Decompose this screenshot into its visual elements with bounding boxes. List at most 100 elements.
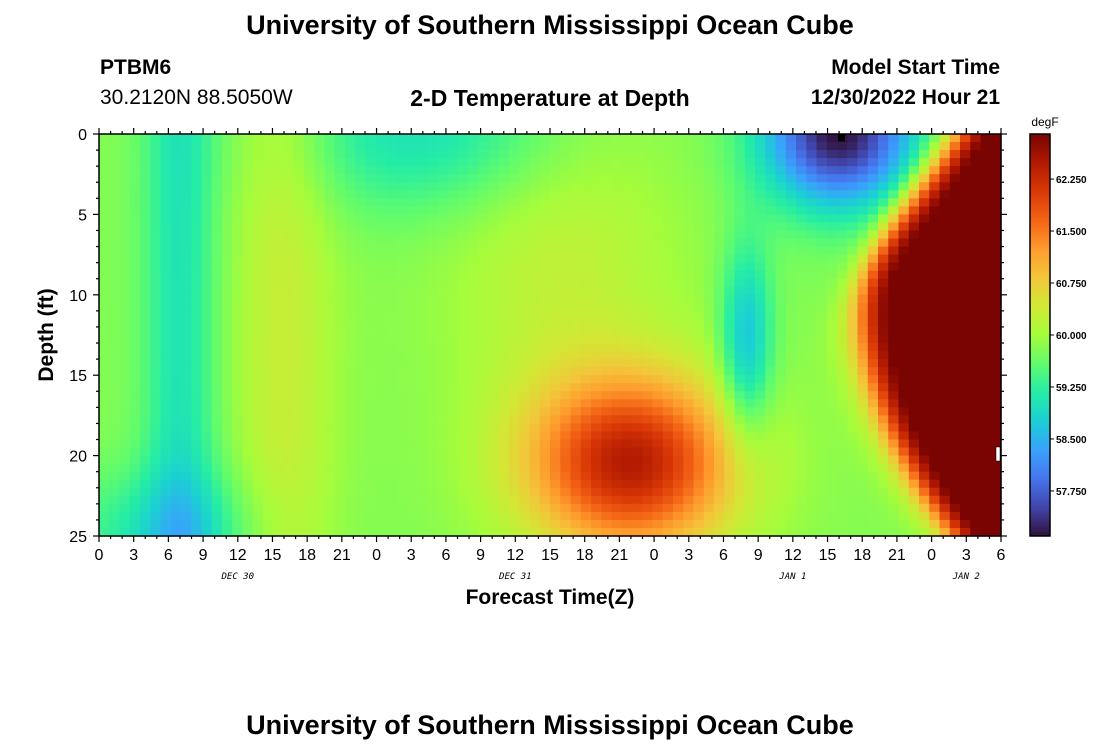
heatmap-cell bbox=[683, 198, 695, 207]
heatmap-cell bbox=[734, 335, 746, 344]
date-label: DEC 31 bbox=[498, 572, 532, 582]
heatmap-cell bbox=[560, 190, 572, 199]
heatmap-cell bbox=[314, 238, 326, 248]
heatmap-cell bbox=[242, 471, 254, 481]
heatmap-cell bbox=[304, 447, 315, 457]
heatmap-cell bbox=[796, 326, 807, 336]
heatmap-cell bbox=[673, 230, 684, 240]
heatmap-cell bbox=[314, 166, 326, 175]
heatmap-cell bbox=[191, 471, 203, 481]
heatmap-cell bbox=[652, 254, 664, 264]
heatmap-cell bbox=[129, 383, 141, 392]
heatmap-cell bbox=[580, 262, 592, 272]
heatmap-cell bbox=[550, 527, 561, 537]
heatmap-cell bbox=[601, 190, 613, 199]
heatmap-cell bbox=[621, 367, 633, 376]
heatmap-cell bbox=[857, 479, 869, 489]
heatmap-cell bbox=[744, 495, 756, 505]
heatmap-cell bbox=[990, 182, 1002, 191]
heatmap-cell bbox=[519, 431, 531, 441]
heatmap-cell bbox=[447, 407, 459, 416]
heatmap-cell bbox=[140, 479, 151, 489]
heatmap-cell bbox=[611, 383, 623, 392]
heatmap-cell bbox=[529, 230, 541, 240]
heatmap-cell bbox=[724, 246, 736, 256]
heatmap-cell bbox=[734, 383, 746, 392]
heatmap-cell bbox=[160, 479, 172, 489]
heatmap-cell bbox=[396, 415, 408, 425]
heatmap-cell bbox=[191, 399, 203, 408]
heatmap-cell bbox=[355, 238, 367, 248]
heatmap-cell bbox=[806, 198, 818, 207]
heatmap-cell bbox=[724, 270, 736, 280]
heatmap-cell bbox=[334, 134, 346, 143]
heatmap-cell bbox=[396, 278, 408, 288]
heatmap-cell bbox=[509, 447, 520, 457]
heatmap-cell bbox=[601, 222, 613, 232]
heatmap-cell bbox=[785, 455, 797, 465]
heatmap-cell bbox=[785, 270, 797, 280]
heatmap-cell bbox=[119, 246, 131, 256]
heatmap-cell bbox=[632, 375, 643, 384]
y-tick-label: 15 bbox=[69, 368, 87, 385]
heatmap-cell bbox=[140, 519, 151, 529]
heatmap-cell bbox=[345, 335, 356, 344]
heatmap-cell bbox=[375, 254, 387, 264]
heatmap-cell bbox=[99, 399, 110, 408]
heatmap-cell bbox=[652, 407, 664, 416]
heatmap-cell bbox=[560, 487, 572, 497]
x-tick-label: 12 bbox=[506, 547, 524, 564]
heatmap-cell bbox=[386, 238, 397, 248]
heatmap-cell bbox=[878, 134, 889, 143]
heatmap-cell bbox=[632, 399, 643, 408]
heatmap-cell bbox=[642, 318, 654, 328]
heatmap-cell bbox=[611, 463, 623, 473]
heatmap-cell bbox=[160, 134, 172, 143]
heatmap-cell bbox=[693, 182, 705, 191]
heatmap-cell bbox=[949, 270, 961, 280]
heatmap-cell bbox=[170, 399, 182, 408]
heatmap-cell bbox=[211, 134, 223, 143]
heatmap-cell bbox=[457, 351, 469, 360]
heatmap-cell bbox=[427, 278, 438, 288]
heatmap-cell bbox=[181, 479, 192, 489]
heatmap-cell bbox=[160, 503, 172, 513]
heatmap-cell bbox=[847, 174, 859, 183]
heatmap-cell bbox=[878, 270, 889, 280]
heatmap-cell bbox=[160, 198, 172, 207]
heatmap-cell bbox=[468, 391, 479, 400]
heatmap-cell bbox=[211, 238, 223, 248]
heatmap-cell bbox=[437, 463, 449, 473]
heatmap-cell bbox=[898, 286, 910, 296]
heatmap-cell bbox=[488, 463, 500, 473]
heatmap-cell bbox=[580, 343, 592, 352]
y-tick-label: 25 bbox=[69, 529, 87, 546]
heatmap-cell bbox=[816, 431, 828, 441]
heatmap-cell bbox=[960, 455, 971, 465]
heatmap-cell bbox=[652, 214, 664, 224]
heatmap-cell bbox=[365, 286, 377, 296]
heatmap-cell bbox=[99, 326, 110, 336]
heatmap-cell bbox=[293, 278, 305, 288]
heatmap-cell bbox=[283, 246, 295, 256]
heatmap-cell bbox=[652, 278, 664, 288]
heatmap-cell bbox=[775, 190, 787, 199]
heatmap-cell bbox=[550, 302, 561, 312]
heatmap-cell bbox=[806, 455, 818, 465]
heatmap-cell bbox=[140, 391, 151, 400]
heatmap-cell bbox=[314, 463, 326, 473]
heatmap-cell bbox=[416, 471, 428, 481]
heatmap-cell bbox=[468, 359, 479, 368]
heatmap-cell bbox=[386, 206, 397, 215]
heatmap-cell bbox=[416, 447, 428, 457]
heatmap-cell bbox=[611, 278, 623, 288]
heatmap-cell bbox=[929, 367, 941, 376]
heatmap-cell bbox=[652, 158, 664, 167]
heatmap-cell bbox=[591, 423, 602, 433]
heatmap-cell bbox=[539, 278, 551, 288]
heatmap-cell bbox=[406, 134, 418, 143]
heatmap-cell bbox=[570, 495, 582, 505]
heatmap-cell bbox=[334, 359, 346, 368]
heatmap-cell bbox=[796, 439, 807, 449]
heatmap-cell bbox=[427, 447, 438, 457]
